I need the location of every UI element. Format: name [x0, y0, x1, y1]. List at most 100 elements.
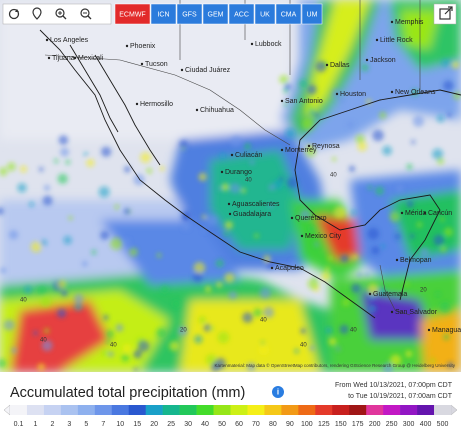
precip-cell — [230, 135, 242, 147]
precip-cell — [218, 186, 223, 191]
precip-cell — [440, 217, 445, 222]
city-labels: Los Angeles Tijuana Mexicali Phoenix Tucson H… — [45, 19, 461, 334]
city-label: Belmopan — [400, 257, 432, 264]
amount-labels: 40 40 20 40 40 40 20 40 40 40 — [20, 173, 427, 349]
precip-cell — [336, 346, 341, 351]
precip-cell — [314, 242, 319, 247]
precip-cell — [209, 325, 215, 331]
precip-cell — [283, 102, 288, 107]
precip-cell — [216, 281, 223, 288]
share-button[interactable] — [433, 3, 457, 25]
model-button[interactable]: UK — [254, 3, 276, 25]
model-button[interactable]: GFS — [176, 3, 203, 25]
model-buttons: ECMWF ICN GFS GEM ACC UK CMA UM — [114, 3, 323, 25]
scale-label: 70 — [252, 421, 260, 428]
precip-cell — [355, 134, 365, 144]
precip-cell — [443, 227, 454, 237]
city-label: Mexico City — [305, 233, 342, 240]
precip-cell — [98, 186, 110, 198]
precip-cell — [28, 201, 35, 207]
precip-cell — [129, 247, 138, 257]
precip-cell — [229, 182, 241, 194]
model-button[interactable]: CMA — [275, 3, 302, 25]
precip-cell — [172, 299, 181, 308]
precip-cell — [258, 344, 270, 356]
precip-cell — [382, 362, 394, 372]
precip-cell — [38, 166, 44, 172]
amount-label: 20 — [420, 288, 427, 294]
model-button[interactable]: ECMWF — [114, 3, 151, 25]
precip-cell — [314, 112, 320, 118]
precip-cell — [17, 183, 27, 193]
city-dot — [307, 144, 311, 148]
precip-cell — [379, 111, 387, 119]
precip-cell — [202, 214, 207, 220]
precip-cell — [435, 292, 441, 297]
precip-cell — [160, 285, 169, 294]
info-button[interactable]: i — [272, 386, 284, 398]
precip-cell — [405, 350, 413, 358]
precip-cell — [74, 302, 83, 312]
precip-cell — [122, 343, 132, 353]
model-button[interactable]: ACC — [228, 3, 255, 25]
scale-swatch — [247, 405, 265, 415]
model-label: UM — [307, 11, 318, 18]
precip-cell — [240, 188, 246, 194]
scale-swatch — [26, 405, 45, 415]
precip-cell — [215, 259, 224, 268]
precip-cell — [217, 331, 230, 344]
precip-cell — [364, 272, 370, 278]
city-dot — [375, 38, 379, 42]
scale-swatch — [94, 405, 113, 415]
scale-swatch — [298, 405, 316, 415]
precip-cell — [244, 143, 251, 150]
scale-label: 90 — [286, 421, 294, 428]
city-label: Lubbock — [255, 41, 282, 48]
precip-cell — [447, 361, 454, 368]
precip-cell — [366, 99, 372, 105]
model-button[interactable]: ICN — [150, 3, 177, 25]
scale-label: 50 — [218, 421, 226, 428]
city-label: Dallas — [330, 62, 350, 69]
precip-cell — [39, 295, 52, 308]
precip-cell — [325, 326, 333, 334]
precip-cell — [352, 254, 358, 260]
precip-cell — [0, 267, 7, 274]
precip-cell — [406, 200, 414, 208]
precip-cell — [203, 324, 212, 332]
precip-cell — [198, 172, 207, 182]
refresh-button[interactable] — [8, 8, 20, 20]
scale-swatch — [383, 405, 401, 415]
color-scale: 0.1 1 2 3 5 7 10 15 20 25 30 40 50 60 70 80 90 100 125 150 1… — [3, 404, 458, 428]
city-dot — [390, 20, 394, 24]
city-label: Ciudad Juárez — [185, 67, 231, 74]
model-label: ACC — [234, 11, 249, 18]
zoom-out-button[interactable] — [80, 8, 92, 20]
scale-swatch — [111, 405, 130, 415]
location-button[interactable] — [32, 7, 42, 20]
precip-cell — [376, 286, 385, 295]
city-dot — [270, 266, 274, 270]
city-dot — [180, 68, 184, 72]
scale-swatch — [162, 405, 180, 415]
precip-cell — [91, 249, 97, 255]
precip-cell — [56, 308, 67, 318]
precip-cell — [133, 174, 145, 186]
scale-swatch — [281, 405, 299, 415]
precip-cell — [24, 286, 32, 294]
city-label: Cancún — [428, 210, 452, 217]
precip-cell — [321, 271, 331, 281]
precip-cell — [115, 323, 124, 332]
zoom-in-button[interactable] — [55, 8, 67, 20]
precip-cell — [192, 272, 203, 283]
city-label: Tijuana — [52, 55, 75, 62]
amount-label: 40 — [330, 173, 337, 179]
scale-swatch — [264, 405, 282, 415]
model-button[interactable]: UM — [301, 3, 323, 25]
city-dot — [395, 258, 399, 262]
precip-cell — [409, 233, 415, 239]
model-button[interactable]: GEM — [202, 3, 229, 25]
city-label: Querétaro — [295, 215, 327, 222]
precip-cell — [124, 238, 130, 245]
